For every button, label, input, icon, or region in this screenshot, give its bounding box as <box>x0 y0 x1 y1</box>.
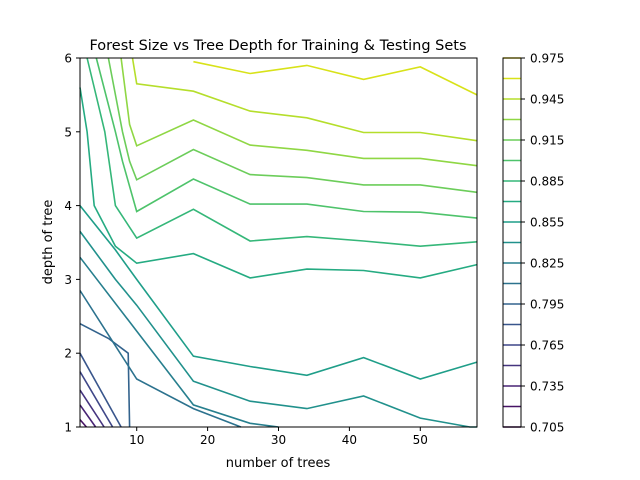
contour-line-0.765 <box>79 371 114 428</box>
colorbar-tick-label: 0.765 <box>530 339 564 353</box>
colorbar-tick-label: 0.855 <box>530 216 564 230</box>
x-tick-label: 50 <box>413 433 428 447</box>
axis-ticks: 10 20 30 40 50 1 2 3 4 5 6 <box>64 52 428 448</box>
colorbar-frame <box>502 57 522 428</box>
contour-line-0.96 <box>193 60 478 96</box>
x-tick-label: 20 <box>200 433 215 447</box>
contour-line-0.915 <box>107 57 478 194</box>
contour-line-0.735 <box>79 404 97 428</box>
contour-line-0.855 <box>79 205 478 380</box>
contour-line-0.72 <box>79 419 88 428</box>
x-axis-label: number of trees <box>226 456 331 471</box>
contour-line-0.75 <box>79 389 105 428</box>
y-tick-label: 4 <box>64 199 72 213</box>
colorbar-tick-label: 0.735 <box>530 380 564 394</box>
colorbar-tick-label: 0.795 <box>530 298 564 312</box>
colorbar: 0.705 0.735 0.765 0.795 0.825 0.855 0.885 0.915… <box>502 52 564 435</box>
contour-line-0.9 <box>95 57 478 219</box>
y-tick-label: 6 <box>64 52 72 66</box>
contour-line-0.825 <box>79 256 279 428</box>
x-tick-label: 40 <box>342 433 357 447</box>
y-axis-label: depth of tree <box>41 200 56 285</box>
colorbar-ticks: 0.705 0.735 0.765 0.795 0.825 0.855 0.885 0.915… <box>521 52 564 435</box>
plot-frame <box>79 57 478 428</box>
colorbar-tick-label: 0.915 <box>530 134 564 148</box>
contour-line-0.87 <box>79 87 478 279</box>
contour-line-0.81 <box>79 290 242 428</box>
contour-line-0.945 <box>131 57 478 142</box>
colorbar-tick-label: 0.825 <box>530 257 564 271</box>
y-tick-label: 2 <box>64 347 72 361</box>
chart-title: Forest Size vs Tree Depth for Training &… <box>89 38 466 54</box>
contour-line-0.84 <box>79 230 477 428</box>
colorbar-tick-label: 0.885 <box>530 175 564 189</box>
contour-lines <box>79 57 478 428</box>
contour-line-0.78 <box>79 352 122 428</box>
contour-line-0.885 <box>86 57 478 248</box>
y-tick-label: 1 <box>64 421 72 435</box>
x-tick-label: 30 <box>271 433 286 447</box>
colorbar-tick-label: 0.945 <box>530 93 564 107</box>
colorbar-tick-label: 0.975 <box>530 52 564 66</box>
colorbar-tick-label: 0.705 <box>530 421 564 435</box>
x-tick-label: 10 <box>129 433 144 447</box>
colorbar-lines <box>503 57 521 428</box>
contour-line-0.795 <box>79 322 131 428</box>
y-tick-label: 3 <box>64 273 72 287</box>
y-tick-label: 5 <box>64 125 72 139</box>
contour-line-0.93 <box>120 57 478 167</box>
